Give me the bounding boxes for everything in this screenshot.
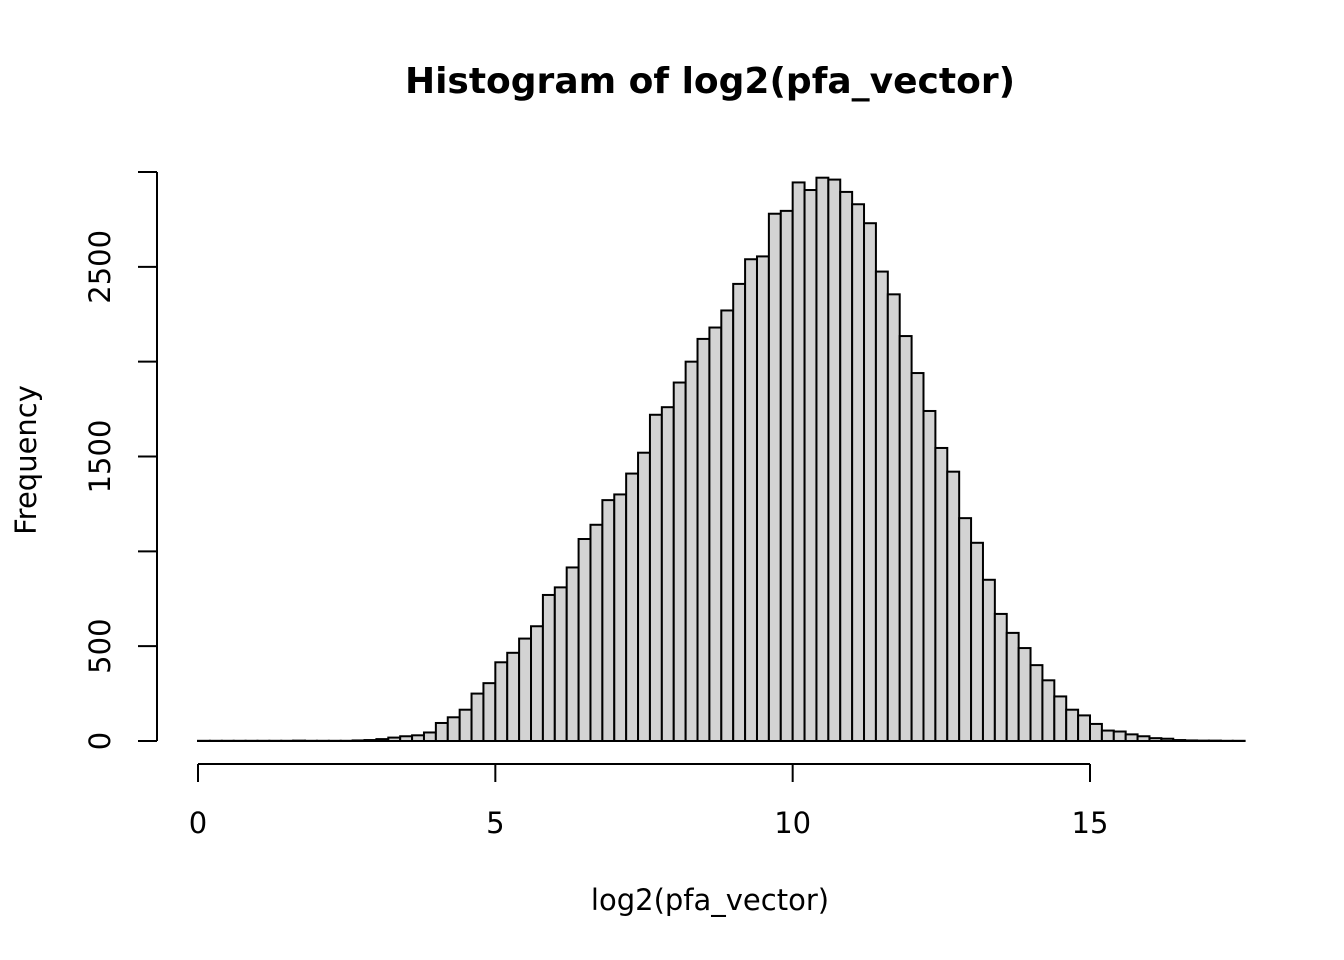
histogram-bar [684,360,699,742]
histogram-bar [767,212,782,742]
x-tick-label: 5 [486,806,504,840]
histogram-bar [720,309,735,742]
histogram-bar [434,721,449,743]
histogram-bar [839,190,854,743]
histogram-bar [446,716,461,743]
histogram-bar [1112,730,1127,742]
histogram-bar [1065,708,1080,743]
histogram-bar [1148,737,1163,743]
x-axis-label: log2(pfa_vector) [591,883,829,917]
histogram-bar [1100,729,1115,743]
histogram-bar [970,541,984,742]
histogram-bar [530,625,544,742]
histogram-bar [863,222,877,742]
chart-title: Histogram of log2(pfa_vector) [405,61,1015,102]
x-tick-label: 0 [189,806,207,840]
histogram-bar [387,736,402,742]
histogram-bar [898,335,913,742]
histogram-bar [1077,714,1092,743]
histogram-bar [518,637,533,743]
histogram-bar [1124,733,1139,743]
histogram-bar [363,739,378,743]
histogram-bar [1029,664,1044,743]
histogram-bar [827,178,842,742]
histogram-bar [482,682,497,743]
histogram-bar [672,381,687,742]
histogram-bar [708,326,723,742]
histogram-bar [886,293,901,742]
histogram-bar [993,612,1008,743]
histogram-bar [958,517,973,742]
y-tick-label: 0 [83,732,117,750]
histogram-bar [946,470,961,742]
bars-group [197,176,1246,743]
histogram-bar [1005,631,1020,743]
histogram-bar [981,578,996,742]
histogram-bar [1160,737,1175,742]
histogram-bar [1184,739,1199,743]
histogram-bar [589,523,604,743]
histogram-bar [458,708,473,743]
histogram-bar [874,270,889,742]
histogram-bar [791,181,806,743]
histogram-bar [411,734,425,742]
histogram-bar [613,493,628,742]
y-axis: 0 500 1500 2500 [83,171,158,750]
y-tick-label: 1500 [83,420,117,494]
histogram-bar [732,282,747,742]
histogram-bar [851,203,866,742]
y-axis-label: Frequency [9,385,43,535]
histogram-bar [1136,735,1151,743]
histogram-bar [375,738,390,742]
histogram-bar [470,692,485,742]
x-axis: 0 5 10 15 [189,763,1109,840]
histogram-bar [577,538,592,742]
histogram-bar [779,209,794,743]
histogram-bar [1053,695,1068,743]
histogram-bar [1172,739,1187,743]
histogram-bar [815,176,830,742]
histogram-bar [803,189,818,743]
histogram-bar [648,413,663,742]
histogram-bar [399,735,414,743]
histogram-bar [1041,679,1056,742]
y-tick-label: 500 [83,618,117,673]
histogram-bar [910,372,925,742]
histogram-bar [922,409,937,742]
histogram-bar [541,593,556,742]
histogram-bar [494,661,509,742]
histogram-bar [934,446,949,742]
histogram-bar [1017,647,1032,743]
histogram-bar [351,739,366,743]
histogram-bar [506,651,521,742]
histogram-bar [637,451,651,742]
histogram-bar [744,258,758,742]
histogram-bar [1089,722,1103,742]
histogram-bar [625,472,640,742]
histogram-bar [696,337,711,742]
y-tick-label: 2500 [83,230,117,304]
histogram-bar [565,566,580,743]
histogram-bar [755,255,770,742]
histogram-bar [422,731,437,743]
histogram-bar [553,586,568,742]
histogram-bar [660,406,675,742]
x-tick-label: 15 [1072,806,1109,840]
x-tick-label: 10 [774,806,811,840]
histogram-bar [601,499,616,742]
